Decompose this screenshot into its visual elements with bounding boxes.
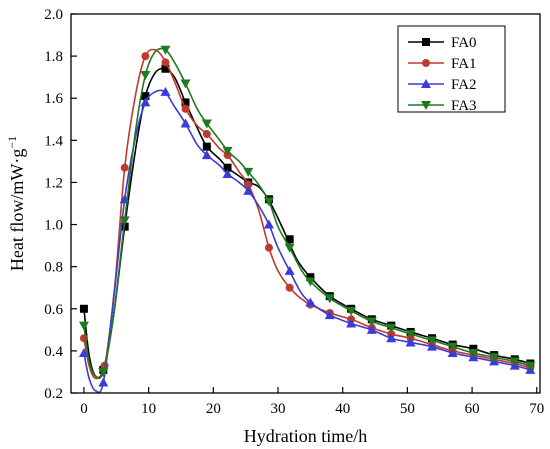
data-point-fa3 <box>201 119 212 129</box>
data-point-fa3 <box>222 146 233 156</box>
legend-marker-fa1 <box>422 59 430 67</box>
x-axis-title: Hydration time/h <box>244 426 367 446</box>
legend-label-fa3: FA3 <box>451 98 477 114</box>
x-tick-label: 10 <box>141 401 156 417</box>
y-tick-label: 1.2 <box>44 175 63 191</box>
data-point-fa0 <box>469 344 478 353</box>
data-point-fa1 <box>120 163 129 172</box>
data-point-fa2 <box>305 297 316 307</box>
data-point-fa3 <box>119 216 130 226</box>
y-axis-title-superscript: −1 <box>5 136 19 149</box>
y-axis-title: Heat flow/mW·g−1 <box>5 136 27 271</box>
y-tick-label: 0.4 <box>44 344 63 360</box>
data-point-fa3 <box>447 342 458 352</box>
data-point-fa3 <box>78 321 89 331</box>
data-point-fa0 <box>181 98 190 107</box>
data-point-fa3 <box>468 348 479 358</box>
y-tick-label: 0.2 <box>44 386 63 402</box>
data-point-fa2 <box>201 150 212 160</box>
data-point-fa3 <box>263 197 274 207</box>
data-point-fa2 <box>386 333 397 343</box>
series-fa3 <box>78 45 536 380</box>
x-tick-label: 20 <box>206 401 221 417</box>
data-point-fa0 <box>161 64 170 73</box>
legend-marker-fa0 <box>422 38 430 46</box>
data-point-fa3 <box>140 71 151 81</box>
legend: FA0 FA1 FA2 FA3 <box>397 25 506 114</box>
data-point-fa0 <box>202 142 211 151</box>
series-line-fa0 <box>83 67 531 379</box>
plot-frame <box>70 13 541 394</box>
data-point-fa1 <box>141 52 150 61</box>
series-line-fa2 <box>83 89 531 394</box>
data-point-fa2 <box>284 265 295 275</box>
data-point-fa3 <box>405 330 416 340</box>
data-point-fa2 <box>140 97 151 107</box>
y-tick-label: 2.0 <box>44 7 63 23</box>
data-point-fa1 <box>244 180 253 189</box>
data-point-fa2 <box>180 118 191 128</box>
y-axis-ticks: 0.2 0.4 0.6 0.8 1.0 1.2 1.4 1.6 1.8 2.0 <box>44 7 77 402</box>
data-point-fa2 <box>222 169 233 179</box>
data-point-fa2 <box>263 219 274 229</box>
data-point-fa3 <box>489 353 500 363</box>
data-point-fa3 <box>284 243 295 253</box>
data-point-fa0 <box>141 92 150 101</box>
data-point-fa2 <box>366 324 377 334</box>
data-point-fa3 <box>98 367 109 377</box>
legend-label-fa0: FA0 <box>451 35 477 51</box>
data-point-fa0 <box>285 235 294 244</box>
data-point-fa1 <box>79 334 88 343</box>
x-tick-label: 30 <box>271 401 286 417</box>
data-point-fa3 <box>426 336 437 346</box>
x-tick-label: 0 <box>80 401 88 417</box>
data-point-fa0 <box>306 273 315 282</box>
x-tick-label: 40 <box>335 401 350 417</box>
y-tick-label: 1.8 <box>44 49 63 65</box>
y-tick-label: 1.4 <box>44 133 63 149</box>
data-point-fa3 <box>243 167 254 177</box>
legend-label-fa2: FA2 <box>451 77 477 93</box>
data-point-fa2 <box>405 337 416 347</box>
legend-box <box>397 25 506 113</box>
x-tick-label: 50 <box>400 401 415 417</box>
data-point-fa3 <box>366 317 377 327</box>
x-axis-ticks: 0 10 20 30 40 50 60 70 <box>80 387 544 417</box>
data-point-fa3 <box>160 45 171 55</box>
x-tick-label: 60 <box>465 401 480 417</box>
data-point-fa2 <box>78 347 89 357</box>
x-tick-label: 70 <box>529 401 544 417</box>
data-point-fa3 <box>386 323 397 333</box>
data-point-fa3 <box>180 79 191 89</box>
y-tick-label: 1.6 <box>44 91 63 107</box>
data-point-fa3 <box>305 277 316 287</box>
legend-marker-fa2 <box>421 79 431 88</box>
legend-marker-fa3 <box>421 101 431 110</box>
data-point-fa2 <box>324 310 335 320</box>
y-tick-label: 0.8 <box>44 260 63 276</box>
data-point-fa1 <box>202 130 211 139</box>
data-point-fa1 <box>181 104 190 113</box>
data-point-fa0 <box>223 163 232 172</box>
data-point-fa2 <box>346 318 357 328</box>
y-tick-label: 1.0 <box>44 218 63 234</box>
data-point-fa3 <box>346 306 357 316</box>
legend-label-fa1: FA1 <box>451 56 477 72</box>
data-point-fa2 <box>447 347 458 357</box>
data-point-fa2 <box>426 341 437 351</box>
y-tick-label: 0.6 <box>44 302 63 318</box>
data-point-fa1 <box>264 243 273 252</box>
plot-series-layer <box>78 45 536 394</box>
data-point-fa3 <box>525 361 536 371</box>
y-axis-title-main: Heat flow/mW·g <box>7 149 27 271</box>
data-point-fa1 <box>161 58 170 67</box>
data-point-fa2 <box>243 185 254 195</box>
data-point-fa2 <box>98 377 109 387</box>
data-point-fa0 <box>79 304 88 313</box>
data-point-fa3 <box>509 357 520 367</box>
data-point-fa2 <box>160 86 171 96</box>
data-point-fa3 <box>324 294 335 304</box>
data-point-fa1 <box>285 283 294 292</box>
